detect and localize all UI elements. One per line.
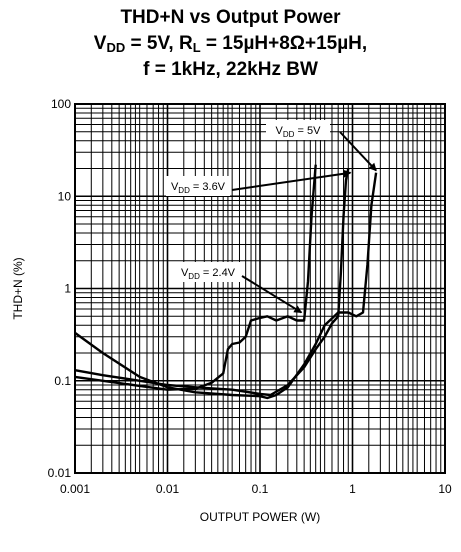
annotation-box xyxy=(176,262,240,282)
annotation-arrow xyxy=(241,275,303,314)
series-line-vdd-3-6v xyxy=(74,168,350,397)
annotation-arrow xyxy=(231,169,352,191)
x-tick-label: 1 xyxy=(349,482,356,496)
annotation-box xyxy=(166,176,230,196)
chart-title-line-1: THD+N vs Output Power xyxy=(120,7,341,28)
annotation-label: VDD = 5V xyxy=(276,125,322,139)
chart-annotations: VDD = 5V VDD = 3.6V VDD = 2.4V xyxy=(166,120,377,314)
annotation-vdd-2-4v: VDD = 2.4V xyxy=(176,262,303,314)
chart-grid xyxy=(74,104,445,474)
y-axis-label: THD+N (%) xyxy=(11,257,25,319)
plot-frame xyxy=(74,103,446,474)
annotation-label: VDD = 3.6V xyxy=(171,181,226,195)
x-tick-label: 0.01 xyxy=(156,482,180,496)
x-tick-label: 10 xyxy=(438,482,452,496)
y-tick-label: 0.01 xyxy=(48,466,72,480)
annotation-arrow xyxy=(339,131,377,172)
annotation-label: VDD = 2.4V xyxy=(181,267,236,281)
y-tick-label: 1 xyxy=(64,282,71,296)
y-tick-label: 100 xyxy=(51,97,71,111)
chart-title-line-2: VDD = 5V, RL = 15µH+8Ω+15µH, xyxy=(0,32,461,56)
title-rl-value: = 15µH+8Ω+15µH, xyxy=(200,33,368,54)
annotation-box xyxy=(266,120,330,140)
title-rl-subscript: L xyxy=(192,40,201,55)
chart-series xyxy=(74,164,378,400)
x-tick-label: 0.1 xyxy=(252,482,269,496)
chart-tick-labels: 0.001 0.01 0.1 1 10 0.01 0.1 1 10 100 xyxy=(48,97,452,496)
title-vdd-value: = 5V, R xyxy=(125,33,193,54)
title-vdd-symbol: V xyxy=(93,33,107,54)
x-axis-label: OUTPUT POWER (W) xyxy=(200,510,320,524)
x-tick-label: 0.001 xyxy=(60,482,90,496)
chart-title-line-3: f = 1kHz, 22kHz BW xyxy=(143,59,318,80)
annotation-vdd-5v: VDD = 5V xyxy=(266,120,377,172)
y-tick-label: 10 xyxy=(58,189,72,203)
title-vdd-subscript: DD xyxy=(106,40,126,55)
y-tick-label: 0.1 xyxy=(54,374,71,388)
annotation-vdd-3-6v: VDD = 3.6V xyxy=(166,169,352,196)
series-line-vdd-2-4v xyxy=(74,164,317,391)
